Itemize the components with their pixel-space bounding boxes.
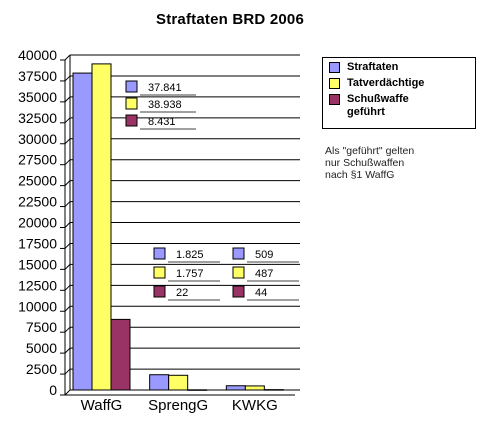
y-tick-label: 32500	[18, 110, 57, 126]
y-tick-label: 35000	[18, 89, 57, 105]
data-label-swatch	[125, 80, 138, 93]
gridline-depth	[64, 243, 71, 249]
y-tick-label: 7500	[26, 319, 57, 335]
gridline-depth	[64, 347, 71, 354]
data-label: 37.841	[148, 82, 182, 94]
data-label: 1.825	[176, 249, 204, 261]
data-label: 22	[176, 287, 188, 299]
data-label-swatch	[153, 285, 166, 298]
data-label-swatch	[232, 266, 245, 279]
data-label-swatch	[153, 247, 166, 260]
footnote: Als "geführt" gelten nur Schußwaffen nac…	[325, 145, 435, 181]
gridline-depth	[64, 138, 71, 145]
chart-title: Straftaten BRD 2006	[155, 11, 304, 28]
gridline-depth	[64, 201, 71, 207]
legend-swatch-schusswaffe	[329, 94, 340, 105]
data-label-swatch	[232, 285, 245, 298]
gridline-depth	[64, 180, 71, 186]
gridline-depth	[64, 54, 71, 61]
legend: Straftaten Tatverdächtige Schußwaffe gef…	[322, 57, 476, 129]
data-label-swatch	[125, 97, 138, 110]
y-tick-label: 40000	[18, 47, 57, 63]
data-label-swatch	[153, 266, 166, 279]
footnote-line: nach §1 WaffG	[325, 169, 395, 181]
x-category-label: SprengG	[148, 397, 208, 414]
y-tick-label: 15000	[18, 256, 57, 272]
legend-item-schusswaffe: Schußwaffe geführt	[327, 93, 437, 119]
y-tick-label: 0	[49, 382, 57, 398]
x-category-label: WaffG	[81, 397, 123, 414]
data-label: 44	[255, 287, 267, 299]
y-tick-label: 17500	[18, 235, 57, 251]
bar	[91, 63, 112, 391]
legend-swatch-tatverdaechtige	[329, 78, 340, 89]
gridline-depth	[64, 284, 71, 291]
y-tick-label: 2500	[26, 361, 57, 377]
data-label: 509	[255, 249, 273, 261]
data-label: 487	[255, 268, 273, 280]
gridline-depth	[64, 96, 71, 103]
data-label: 8.431	[148, 116, 176, 128]
y-tick-label: 5000	[26, 340, 57, 356]
footnote-line: nur Schußwaffen	[325, 157, 405, 169]
bar	[225, 385, 246, 391]
legend-label: Schußwaffe geführt	[347, 93, 409, 118]
bar	[149, 374, 170, 391]
legend-item-straftaten: Straftaten	[327, 61, 475, 74]
bar	[244, 385, 265, 391]
bar	[187, 389, 208, 391]
legend-label: Tatverdächtige	[347, 77, 425, 89]
gridline-depth	[64, 222, 71, 228]
gridline-depth	[64, 117, 71, 124]
y-tick-label: 37500	[18, 68, 57, 84]
data-label-swatch	[125, 114, 138, 127]
data-label: 38.938	[148, 99, 182, 111]
y-tick-label: 25000	[18, 173, 57, 189]
bar	[263, 389, 284, 391]
bar	[110, 318, 131, 391]
x-category-label: KWKG	[232, 397, 278, 414]
y-tick-label: 10000	[18, 298, 57, 314]
gridline-depth	[64, 389, 71, 396]
data-label: 1.757	[176, 268, 204, 280]
gridline-depth	[64, 305, 71, 312]
y-tick-label: 20000	[18, 215, 57, 231]
bar	[72, 72, 93, 391]
data-label-swatch	[232, 247, 245, 260]
y-tick-label: 12500	[18, 277, 57, 293]
y-tick-label: 27500	[18, 152, 57, 168]
legend-item-tatverdaechtige: Tatverdächtige	[327, 77, 475, 90]
gridline-depth	[64, 368, 71, 375]
footnote-line: Als "geführt" gelten	[325, 145, 415, 157]
gridline-depth	[64, 326, 71, 333]
gridline-depth	[64, 264, 71, 270]
legend-label: Straftaten	[347, 61, 399, 73]
y-tick-label: 22500	[18, 194, 57, 210]
bar	[168, 374, 189, 391]
gridline-depth	[64, 159, 71, 166]
y-tick-label: 30000	[18, 131, 57, 147]
gridline-depth	[64, 75, 71, 82]
legend-swatch-straftaten	[329, 62, 340, 73]
